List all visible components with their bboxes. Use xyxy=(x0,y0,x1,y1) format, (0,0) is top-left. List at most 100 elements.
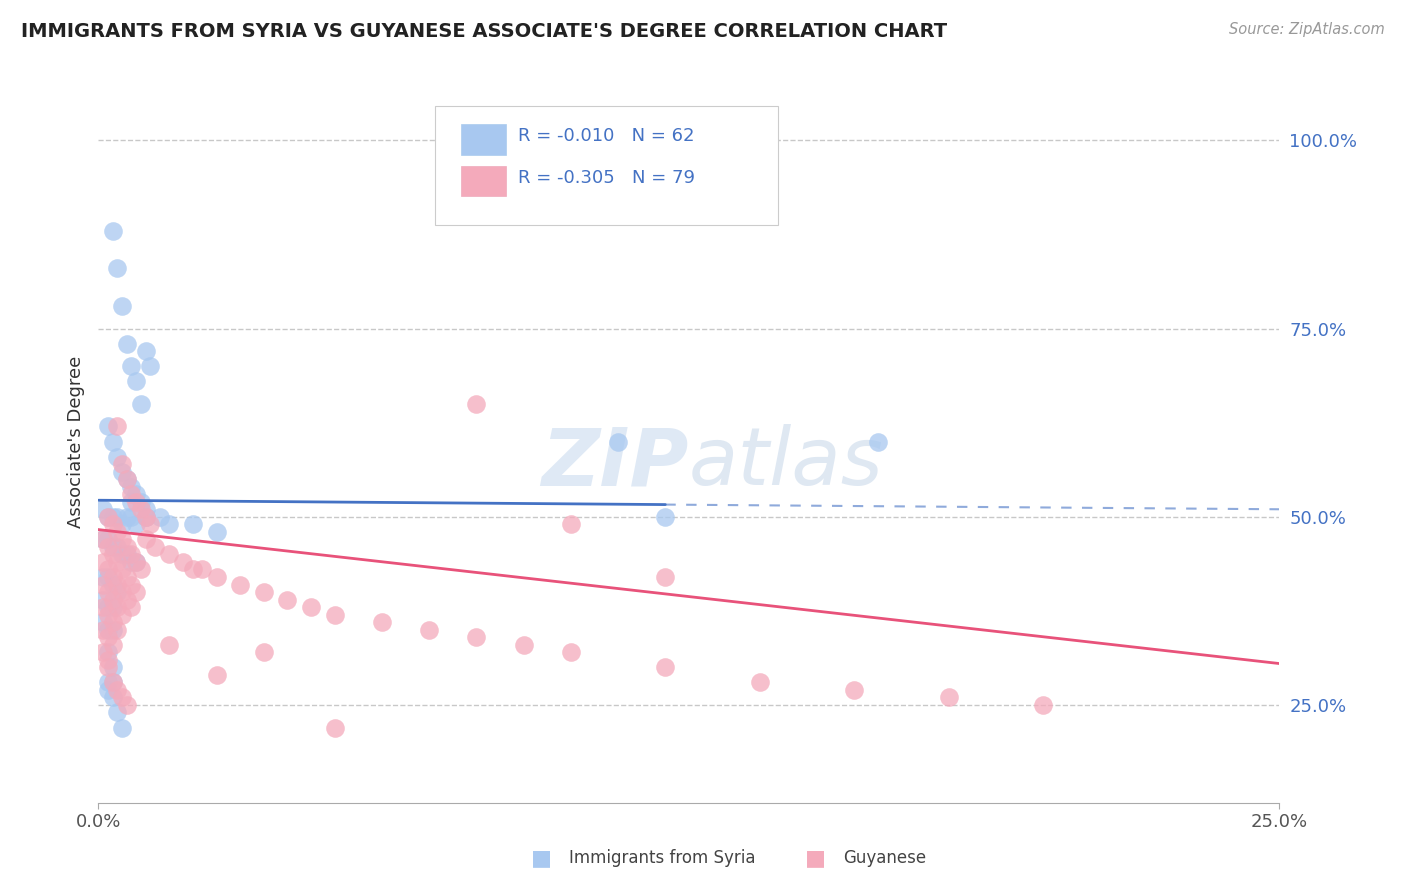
Point xyxy=(121,480,143,494)
Point xyxy=(91,645,114,659)
Point xyxy=(97,533,120,547)
Text: R = -0.010   N = 62: R = -0.010 N = 62 xyxy=(517,127,695,145)
Point xyxy=(125,555,148,569)
Point xyxy=(748,675,770,690)
Point xyxy=(125,517,148,532)
Point xyxy=(91,615,114,630)
Point xyxy=(97,509,120,524)
Point xyxy=(129,494,152,508)
Point xyxy=(105,555,128,569)
Point xyxy=(105,261,128,276)
Text: IMMIGRANTS FROM SYRIA VS GUYANESE ASSOCIATE'S DEGREE CORRELATION CHART: IMMIGRANTS FROM SYRIA VS GUYANESE ASSOCI… xyxy=(21,22,948,41)
Point xyxy=(105,419,128,434)
Point xyxy=(371,615,394,630)
Point xyxy=(181,562,204,576)
Text: atlas: atlas xyxy=(689,425,884,502)
Point xyxy=(91,533,114,547)
Point xyxy=(115,472,138,486)
Point xyxy=(465,397,488,411)
Point xyxy=(129,562,152,576)
Point xyxy=(205,668,228,682)
Point xyxy=(97,562,120,576)
Point xyxy=(125,555,148,569)
Point xyxy=(97,419,120,434)
FancyBboxPatch shape xyxy=(434,105,778,225)
Point xyxy=(844,682,866,697)
Point xyxy=(101,660,124,674)
Bar xyxy=(461,124,506,154)
Point xyxy=(205,524,228,539)
Point xyxy=(1032,698,1054,712)
Point xyxy=(101,509,124,524)
Point xyxy=(111,607,134,622)
Point xyxy=(91,502,114,516)
Point xyxy=(129,397,152,411)
Point xyxy=(323,721,346,735)
Point xyxy=(143,540,166,554)
Point xyxy=(121,359,143,374)
Point xyxy=(101,675,124,690)
Point xyxy=(121,494,143,508)
Point xyxy=(191,562,214,576)
Point xyxy=(105,540,128,554)
Point xyxy=(97,570,120,584)
Text: ■: ■ xyxy=(806,848,825,868)
Point xyxy=(205,570,228,584)
Point xyxy=(105,623,128,637)
Point xyxy=(654,570,676,584)
Point xyxy=(276,592,298,607)
Point xyxy=(91,600,114,615)
Y-axis label: Associate's Degree: Associate's Degree xyxy=(66,355,84,528)
Point xyxy=(125,487,148,501)
Point xyxy=(323,607,346,622)
Point xyxy=(229,577,252,591)
Point xyxy=(105,524,128,539)
Point xyxy=(101,540,124,554)
Point xyxy=(866,434,889,449)
Point xyxy=(101,623,124,637)
Point xyxy=(97,653,120,667)
Text: Source: ZipAtlas.com: Source: ZipAtlas.com xyxy=(1229,22,1385,37)
Point xyxy=(115,336,138,351)
Point xyxy=(111,299,134,313)
Point xyxy=(101,615,124,630)
Point xyxy=(105,509,128,524)
Point xyxy=(121,487,143,501)
Bar xyxy=(461,166,506,196)
Point xyxy=(105,577,128,591)
Point xyxy=(97,600,120,615)
Point xyxy=(512,638,534,652)
Point xyxy=(105,585,128,599)
Point xyxy=(91,623,114,637)
Point xyxy=(111,465,134,479)
Point xyxy=(121,555,143,569)
Point xyxy=(101,592,124,607)
Point xyxy=(172,555,194,569)
Point xyxy=(135,509,157,524)
Point xyxy=(101,548,124,562)
Point xyxy=(253,585,276,599)
Point xyxy=(115,570,138,584)
Point xyxy=(560,517,582,532)
Point xyxy=(129,502,152,516)
Point xyxy=(111,533,134,547)
Point xyxy=(115,472,138,486)
Point xyxy=(91,592,114,607)
Point xyxy=(91,555,114,569)
Point xyxy=(101,638,124,652)
Point xyxy=(121,600,143,615)
Text: Guyanese: Guyanese xyxy=(844,849,927,867)
Point xyxy=(101,675,124,690)
Point xyxy=(101,434,124,449)
Point xyxy=(125,375,148,389)
Point xyxy=(97,585,120,599)
Point xyxy=(121,548,143,562)
Point xyxy=(125,494,148,508)
Point xyxy=(91,577,114,591)
Point xyxy=(111,517,134,532)
Point xyxy=(299,600,322,615)
Point xyxy=(135,502,157,516)
Point xyxy=(139,517,162,532)
Point xyxy=(91,570,114,584)
Point xyxy=(97,675,120,690)
